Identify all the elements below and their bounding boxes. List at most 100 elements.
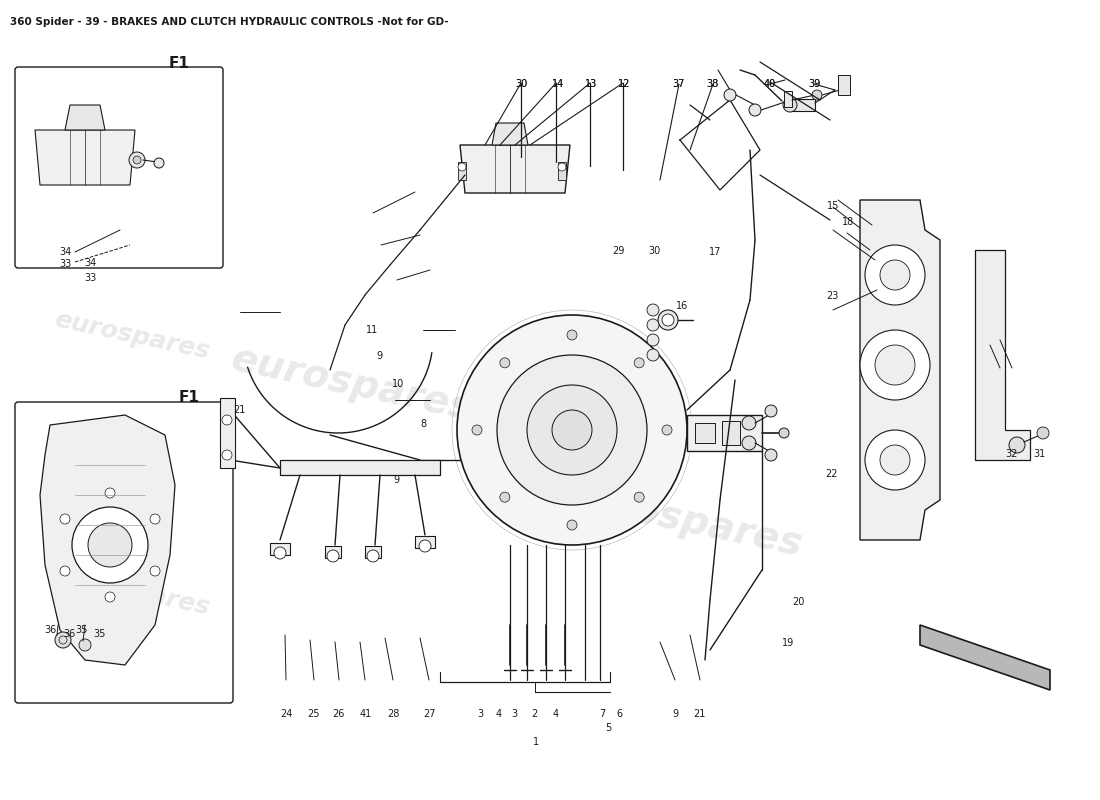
FancyBboxPatch shape [15,67,223,268]
Circle shape [497,355,647,505]
Circle shape [865,245,925,305]
Text: 1: 1 [532,738,539,747]
Circle shape [812,90,822,100]
Circle shape [635,358,645,368]
Circle shape [635,492,645,502]
Bar [558,162,566,180]
Text: 24: 24 [279,710,293,719]
Text: 6: 6 [616,710,623,719]
Text: 5: 5 [605,723,612,733]
Circle shape [1009,437,1025,453]
Circle shape [558,163,566,171]
Circle shape [150,566,160,576]
Text: 3: 3 [512,710,518,719]
Circle shape [783,98,798,112]
Text: 27: 27 [422,710,436,719]
Circle shape [72,507,148,583]
Text: 26: 26 [332,710,345,719]
Circle shape [662,425,672,435]
Circle shape [647,319,659,331]
Text: 19: 19 [781,638,794,648]
Circle shape [662,314,674,326]
Text: 11: 11 [365,326,378,335]
Text: 39: 39 [807,79,821,89]
Text: 8: 8 [420,419,427,429]
Text: 17: 17 [708,247,722,257]
Circle shape [566,520,578,530]
Text: 33: 33 [84,273,97,282]
Circle shape [658,310,678,330]
Circle shape [499,492,509,502]
Bar [324,546,341,558]
Bar [688,415,762,451]
Circle shape [222,415,232,425]
Circle shape [104,488,116,498]
Text: 18: 18 [842,218,855,227]
Circle shape [880,445,910,475]
Text: 21: 21 [693,710,706,719]
Text: 38: 38 [706,79,719,89]
Circle shape [367,550,380,562]
Bar [784,91,792,107]
Text: 9: 9 [376,351,383,361]
FancyBboxPatch shape [15,402,233,703]
Circle shape [566,330,578,340]
Text: eurospares: eurospares [558,476,806,564]
Circle shape [779,428,789,438]
Bar [220,398,235,468]
Circle shape [222,450,232,460]
Text: 13: 13 [584,79,597,89]
Circle shape [458,163,466,171]
Text: 36: 36 [44,625,56,635]
Circle shape [499,358,509,368]
Text: 13: 13 [584,79,597,89]
Circle shape [129,152,145,168]
Text: 34: 34 [84,258,97,268]
Text: 4: 4 [552,710,559,719]
Circle shape [742,436,756,450]
Text: 9: 9 [672,710,679,719]
Text: 28: 28 [387,710,400,719]
Circle shape [327,550,339,562]
Text: 21: 21 [233,405,246,414]
Bar [415,536,434,548]
Text: 39: 39 [807,79,821,89]
Text: 3: 3 [477,710,484,719]
Circle shape [764,405,777,417]
Bar [280,460,440,475]
Text: 23: 23 [826,291,839,301]
Bar [790,99,815,111]
Text: 14: 14 [551,79,564,89]
Text: 2: 2 [531,710,538,719]
Polygon shape [65,105,104,130]
Text: 16: 16 [675,301,689,310]
Circle shape [647,304,659,316]
Circle shape [88,523,132,567]
Text: 15: 15 [826,202,839,211]
Text: 20: 20 [792,597,805,606]
Text: 41: 41 [359,710,372,719]
Text: 32: 32 [1005,450,1019,459]
Text: 40: 40 [763,79,777,89]
Circle shape [742,416,756,430]
Circle shape [154,158,164,168]
Circle shape [1037,427,1049,439]
Text: 34: 34 [59,247,72,257]
Polygon shape [492,123,528,145]
Circle shape [60,514,70,524]
Text: 4: 4 [495,710,502,719]
Circle shape [55,632,72,648]
Polygon shape [920,625,1050,690]
Circle shape [150,514,160,524]
Text: 30: 30 [515,79,528,89]
Text: 37: 37 [672,79,685,89]
Bar [695,423,715,443]
Text: 7: 7 [600,710,606,719]
Text: 37: 37 [672,79,685,89]
Circle shape [419,540,431,552]
Bar [365,546,381,558]
Polygon shape [40,415,175,665]
Circle shape [724,89,736,101]
Circle shape [456,315,688,545]
Text: 10: 10 [392,379,405,389]
